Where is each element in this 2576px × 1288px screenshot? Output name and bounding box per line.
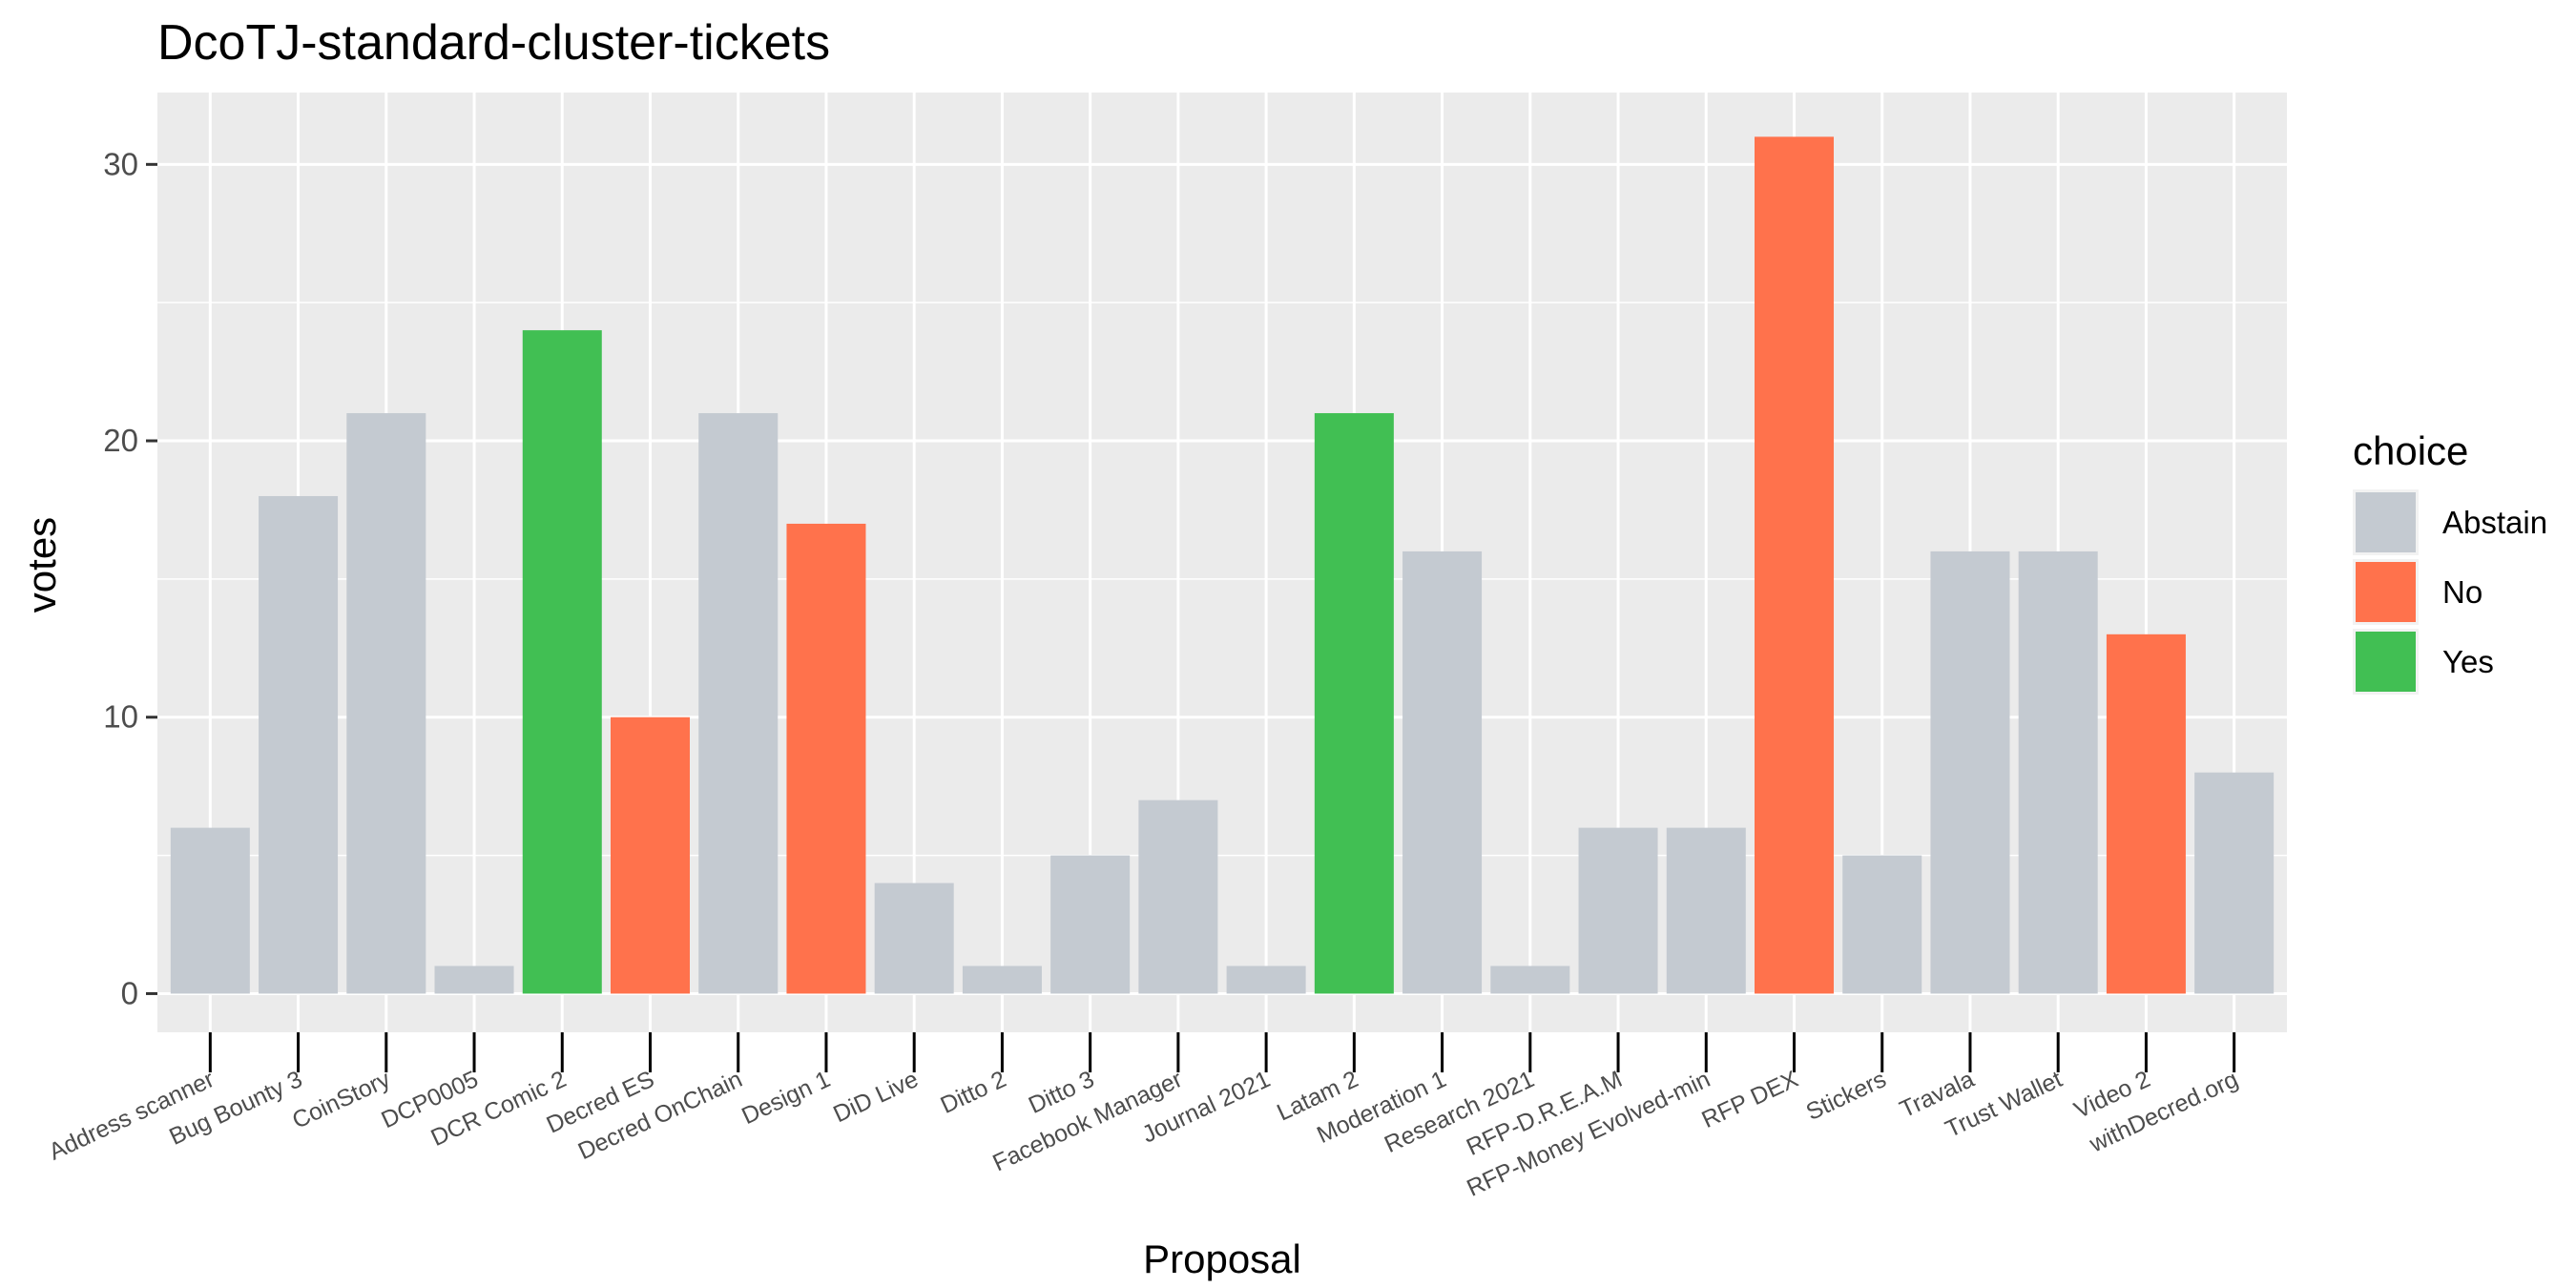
bar-design-1: [786, 523, 866, 994]
bar-withdecred-org: [2194, 772, 2275, 994]
legend: choice Abstain No Yes: [2353, 428, 2547, 695]
x-tick-label: Ditto 2: [937, 1066, 1010, 1119]
y-tick-label: 0: [121, 975, 138, 1010]
bar-facebook-manager: [1138, 800, 1218, 994]
legend-swatch-abstain: [2356, 492, 2416, 552]
bar-did-live: [874, 883, 954, 994]
chart-title: DcoTJ-standard-cluster-tickets: [157, 15, 830, 71]
bar-rfp-money-evolved-min: [1666, 827, 1746, 994]
y-axis-title: votes: [19, 517, 64, 613]
bar-latam-2: [1314, 413, 1394, 994]
legend-swatch-yes: [2356, 632, 2416, 692]
y-tick-label: 20: [103, 423, 138, 458]
legend-label-abstain: Abstain: [2442, 505, 2547, 540]
bar-rfp-dex: [1755, 136, 1835, 994]
legend-label-no: No: [2442, 574, 2483, 610]
bar-journal-2021: [1226, 966, 1306, 994]
y-tick-label: 10: [103, 699, 138, 735]
x-tick-label: Design 1: [737, 1066, 834, 1130]
legend-swatch-no: [2356, 562, 2416, 622]
bar-ditto-3: [1050, 855, 1131, 994]
bar-video-2: [2106, 634, 2186, 994]
x-tick-label: CoinStory: [288, 1066, 395, 1134]
legend-title: choice: [2353, 428, 2468, 473]
bars: [170, 136, 2275, 994]
bar-moderation-1: [1402, 551, 1483, 994]
bar-address-scanner: [170, 827, 250, 994]
x-tick-label: DiD Live: [829, 1066, 922, 1128]
bar-decred-es: [610, 717, 690, 994]
bar-ditto-2: [962, 966, 1042, 994]
bar-bug-bounty-3: [259, 495, 339, 994]
bar-research-2021: [1490, 966, 1570, 994]
bar-rfp-d-r-e-a-m: [1578, 827, 1658, 994]
legend-label-yes: Yes: [2442, 644, 2494, 679]
y-tick-label: 30: [103, 146, 138, 181]
y-axis: 0 10 20 30: [103, 146, 157, 1010]
bar-dcp0005: [434, 966, 514, 994]
bar-dcr-comic-2: [522, 330, 602, 994]
x-tick-label: RFP DEX: [1697, 1066, 1802, 1133]
x-tick-label: withDecred.org: [2085, 1066, 2242, 1158]
bar-travala: [1930, 551, 2010, 994]
bar-decred-onchain: [698, 413, 779, 994]
bar-stickers: [1842, 855, 1922, 994]
x-tick-label: Stickers: [1802, 1066, 1890, 1126]
bar-trust-wallet: [2018, 551, 2098, 994]
bar-coinstory: [346, 413, 426, 994]
x-axis-title: Proposal: [1143, 1236, 1301, 1281]
